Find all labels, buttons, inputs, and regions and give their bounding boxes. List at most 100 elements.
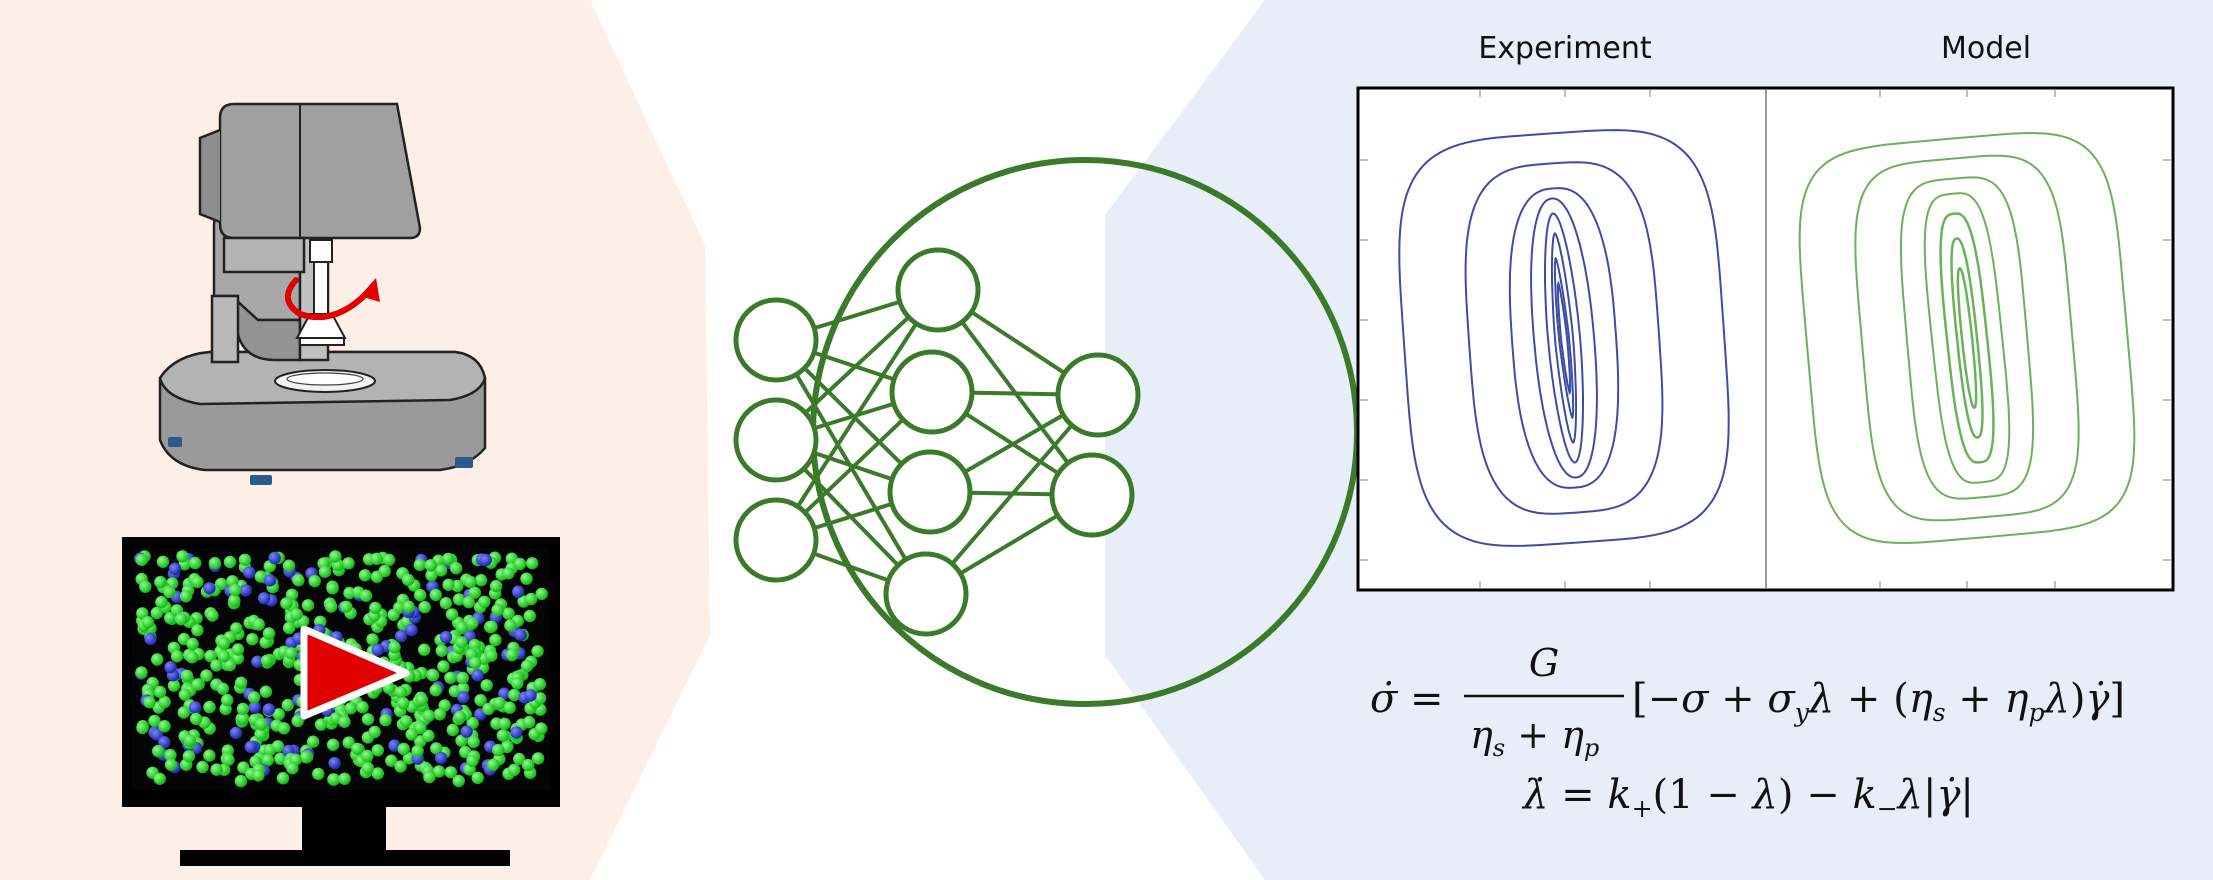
particle-green bbox=[135, 553, 148, 567]
particle-green bbox=[217, 650, 230, 663]
particle-green bbox=[210, 763, 223, 776]
particle-green bbox=[261, 753, 274, 767]
particle-green bbox=[505, 648, 519, 661]
model-loop bbox=[1956, 267, 1978, 409]
particle-green bbox=[223, 658, 237, 672]
experiment-loops bbox=[1398, 129, 1730, 547]
particle-green bbox=[533, 692, 547, 705]
particle-green bbox=[426, 669, 440, 682]
particle-green bbox=[338, 772, 351, 785]
particle-green bbox=[424, 559, 437, 572]
particle-blue bbox=[439, 630, 453, 644]
particle-green bbox=[423, 770, 436, 784]
particle-green bbox=[382, 553, 396, 567]
particle-green bbox=[464, 575, 477, 589]
particle-green bbox=[156, 555, 170, 568]
particle-green bbox=[182, 750, 196, 763]
particle-green bbox=[222, 753, 235, 766]
particle-green bbox=[496, 729, 510, 742]
particle-green bbox=[343, 586, 356, 600]
particle-green bbox=[208, 557, 222, 570]
particle-blue bbox=[164, 661, 177, 674]
particle-green bbox=[402, 752, 416, 765]
particle-green bbox=[449, 562, 463, 575]
particle-green bbox=[301, 599, 315, 612]
particle-green bbox=[430, 742, 443, 755]
particle-green bbox=[418, 600, 431, 614]
particle-green bbox=[191, 678, 204, 691]
particle-green bbox=[236, 702, 250, 716]
particle-green bbox=[468, 586, 481, 599]
network-node bbox=[733, 397, 819, 483]
particle-green bbox=[176, 550, 189, 563]
particle-green bbox=[466, 754, 479, 767]
particle-green bbox=[429, 588, 442, 602]
particle-green bbox=[183, 734, 197, 747]
model-label: Model bbox=[1941, 31, 2031, 66]
experiment-loop bbox=[1508, 187, 1620, 489]
particle-green bbox=[210, 659, 223, 672]
particle-green bbox=[351, 742, 364, 755]
particle-green bbox=[179, 590, 193, 603]
particle-green bbox=[439, 597, 453, 610]
particle-green bbox=[329, 550, 342, 563]
structure-rate-equation: λ̇ = k+(1 − λ) − k−λ|γ̇| bbox=[1521, 772, 1974, 823]
particle-green bbox=[466, 617, 479, 630]
particle-green bbox=[174, 613, 188, 626]
particle-green bbox=[503, 701, 516, 714]
particle-green bbox=[340, 600, 353, 613]
particle-green bbox=[531, 752, 545, 765]
particle-green bbox=[422, 709, 435, 722]
particle-green bbox=[394, 686, 408, 699]
particle-blue bbox=[371, 643, 384, 656]
particle-green bbox=[487, 758, 500, 771]
particle-green bbox=[221, 693, 234, 707]
play-icon[interactable] bbox=[300, 625, 410, 720]
particle-blue bbox=[268, 551, 281, 565]
particle-green bbox=[338, 715, 351, 728]
particle-green bbox=[358, 569, 372, 582]
particle-green bbox=[402, 600, 415, 613]
particle-green bbox=[281, 698, 294, 712]
particle-green bbox=[511, 677, 524, 690]
particle-green bbox=[291, 714, 304, 728]
particle-green bbox=[318, 565, 332, 578]
network-node bbox=[1049, 452, 1135, 538]
particle-blue bbox=[257, 592, 271, 605]
particle-green bbox=[247, 691, 261, 704]
experiment-loop bbox=[1556, 280, 1572, 396]
particle-green bbox=[167, 679, 181, 692]
particle-green bbox=[230, 622, 243, 635]
network-node bbox=[733, 297, 819, 383]
particle-green bbox=[158, 695, 171, 709]
particle-blue bbox=[405, 623, 418, 637]
particle-green bbox=[520, 572, 533, 585]
particle-green bbox=[246, 633, 259, 646]
particle-green bbox=[136, 607, 149, 620]
particle-green bbox=[526, 557, 539, 570]
particle-green bbox=[277, 722, 291, 735]
particle-green bbox=[191, 575, 204, 589]
particle-green bbox=[387, 608, 400, 621]
particle-green bbox=[170, 650, 184, 663]
particle-green bbox=[415, 693, 428, 706]
particle-green bbox=[312, 767, 325, 781]
particle-green bbox=[280, 597, 293, 610]
particle-field bbox=[134, 550, 548, 788]
particle-green bbox=[433, 708, 446, 721]
particle-green bbox=[498, 717, 511, 730]
particle-green bbox=[236, 712, 250, 725]
particle-green bbox=[462, 595, 475, 609]
particle-blue bbox=[434, 751, 448, 765]
particle-green bbox=[148, 714, 161, 728]
particle-green bbox=[361, 749, 374, 763]
fraction-numerator: G bbox=[1529, 641, 1559, 685]
particle-green bbox=[394, 760, 407, 773]
particle-blue bbox=[328, 756, 341, 770]
particle-green bbox=[164, 748, 177, 762]
network-node bbox=[733, 497, 819, 583]
network-node bbox=[895, 247, 981, 333]
particle-green bbox=[414, 588, 427, 602]
particle-green bbox=[260, 654, 274, 667]
